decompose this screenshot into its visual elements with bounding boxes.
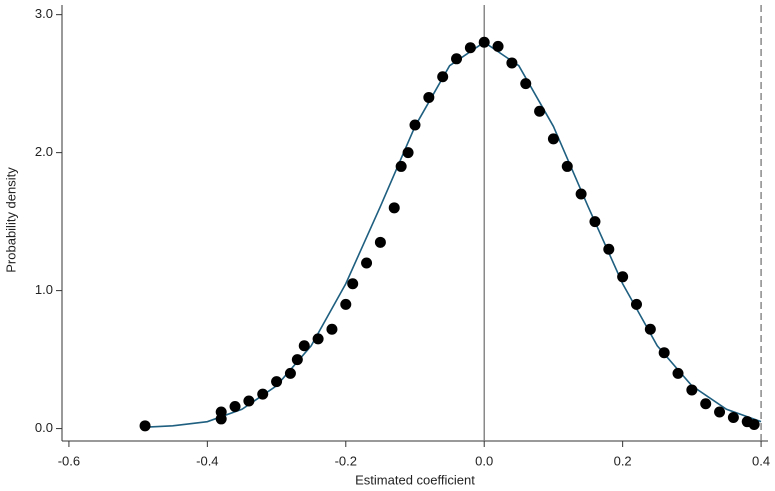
data-point	[409, 119, 421, 131]
data-point	[727, 412, 739, 424]
data-point	[388, 202, 400, 214]
data-point	[603, 243, 615, 255]
x-tick-label: -0.4	[196, 453, 218, 468]
y-tick-label: 2.0	[35, 144, 53, 159]
x-tick-label: 0.4	[752, 453, 770, 468]
data-point	[547, 133, 559, 145]
data-point	[271, 376, 283, 388]
x-tick-label: -0.6	[58, 453, 80, 468]
data-point	[575, 188, 587, 200]
data-point	[402, 147, 414, 159]
data-point	[451, 53, 463, 65]
data-point	[617, 271, 629, 283]
data-point	[630, 298, 642, 310]
y-tick-label: 3.0	[35, 6, 53, 21]
data-point	[139, 420, 151, 432]
data-point	[257, 388, 269, 400]
data-point	[748, 418, 760, 430]
data-point	[589, 216, 601, 228]
data-point	[229, 401, 241, 413]
density-curve	[145, 41, 762, 428]
data-point	[243, 395, 255, 407]
data-point	[714, 406, 726, 418]
data-point	[298, 340, 310, 352]
x-tick-label: 0.0	[475, 453, 493, 468]
data-point	[395, 160, 407, 172]
data-point	[464, 42, 476, 54]
data-point	[291, 354, 303, 366]
data-point	[374, 236, 386, 248]
data-point	[534, 105, 546, 117]
data-point	[700, 398, 712, 410]
x-tick-label: 0.2	[614, 453, 632, 468]
data-point	[658, 347, 670, 359]
y-axis-title: Probability density	[3, 167, 18, 273]
y-tick-label: 0.0	[35, 420, 53, 435]
data-point	[672, 367, 684, 379]
data-point	[312, 333, 324, 345]
x-axis-title: Estimated coefficient	[355, 472, 475, 487]
data-point	[347, 278, 359, 290]
data-point	[437, 71, 449, 83]
y-tick-label: 1.0	[35, 282, 53, 297]
data-point	[361, 257, 373, 269]
data-point	[284, 367, 296, 379]
data-point	[506, 57, 518, 69]
data-point	[326, 323, 338, 335]
x-tick-label: -0.2	[335, 453, 357, 468]
data-point	[340, 298, 352, 310]
data-point	[644, 323, 656, 335]
data-point	[423, 91, 435, 103]
data-point	[492, 40, 504, 52]
data-point	[561, 160, 573, 172]
data-point	[478, 36, 490, 48]
data-point	[520, 78, 532, 90]
data-point	[215, 406, 227, 418]
data-point	[686, 384, 698, 396]
